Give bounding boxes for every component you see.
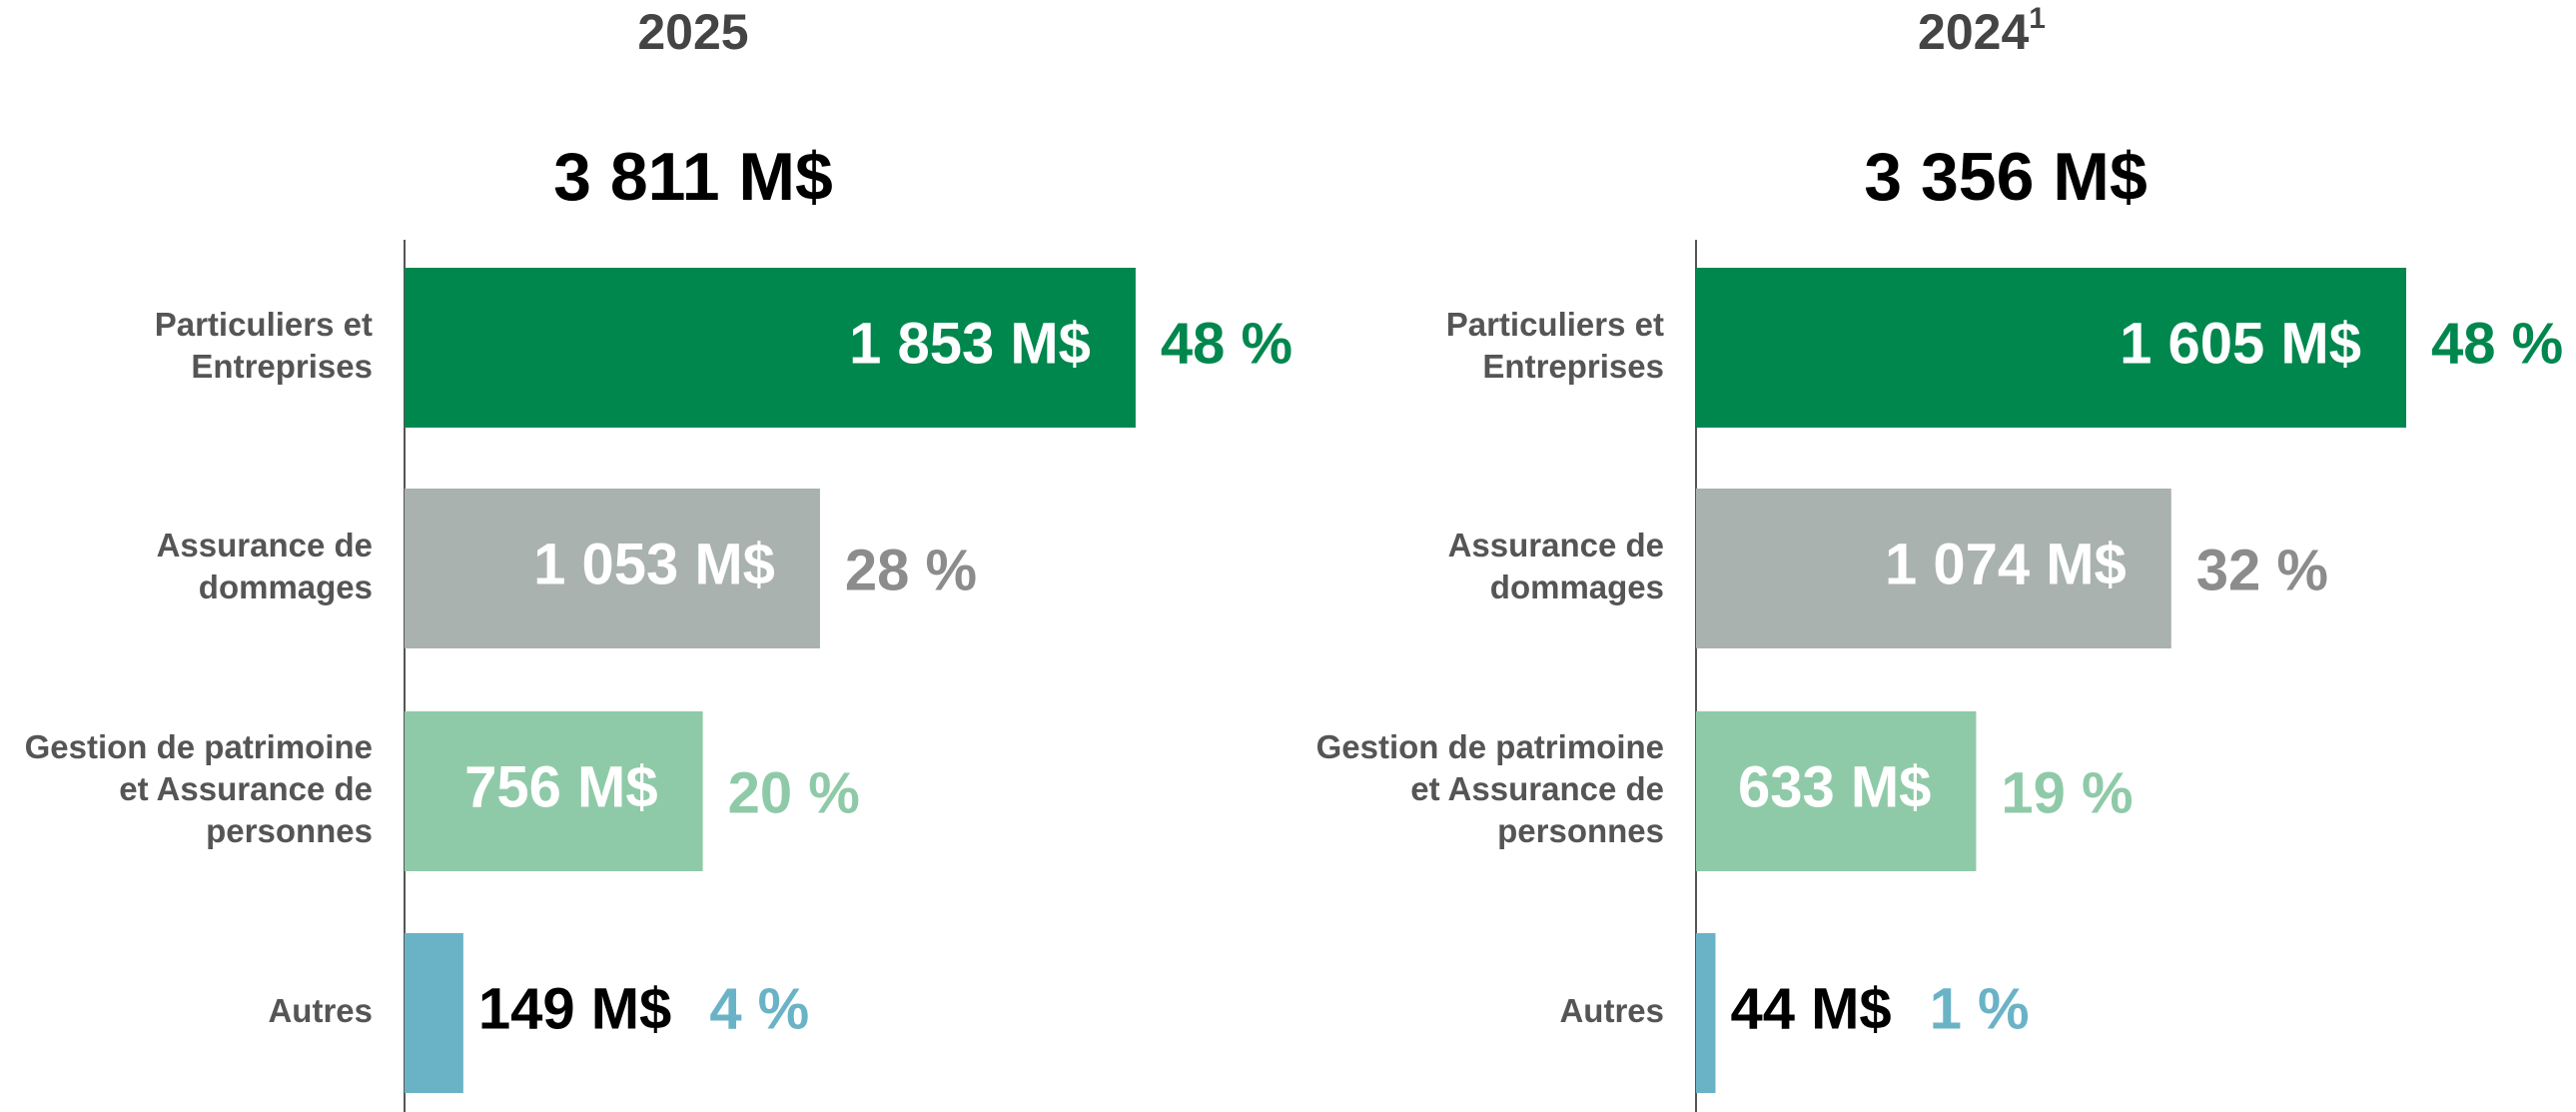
- chart-title: 20241: [1918, 2, 2046, 60]
- category-label: Gestion de patrimoine et Assurance de pers…: [25, 728, 373, 849]
- title-note: 1: [2029, 2, 2046, 35]
- title-text: 2024: [1918, 4, 2029, 60]
- bar: [1696, 933, 1716, 1093]
- chart-subtitle: 3 356 M$: [1864, 139, 2147, 215]
- chart-subtitle: 3 811 M$: [553, 139, 833, 215]
- value-label: 44 M$: [1730, 976, 1891, 1041]
- value-label: 756 M$: [464, 754, 657, 819]
- category-label: Gestion de patrimoine et Assurance de pers…: [1316, 728, 1664, 849]
- title-text: 2025: [637, 4, 748, 60]
- category-label: Particuliers et Entreprises: [155, 306, 373, 385]
- bar: [405, 711, 703, 871]
- value-label: 633 M$: [1738, 754, 1931, 819]
- share-label: 1 %: [1930, 976, 2030, 1041]
- category-label: Particuliers et Entreprises: [1446, 306, 1664, 385]
- value-label: 1 053 M$: [533, 532, 775, 596]
- category-label: Assurance de dommages: [157, 527, 373, 605]
- share-label: 48 %: [1161, 311, 1292, 376]
- share-label: 32 %: [2196, 538, 2328, 602]
- bar: [405, 933, 463, 1093]
- category-label: Autres: [268, 992, 373, 1029]
- value-label: 1 853 M$: [849, 311, 1091, 376]
- bar: [405, 268, 1136, 428]
- bar: [1696, 268, 2407, 428]
- share-label: 4 %: [709, 976, 809, 1041]
- share-label: 28 %: [845, 538, 977, 602]
- category-label: Assurance de dommages: [1448, 527, 1664, 605]
- chart-title: 2025: [637, 4, 748, 60]
- share-label: 48 %: [2431, 311, 2563, 376]
- share-label: 19 %: [2001, 760, 2133, 825]
- value-label: 149 M$: [478, 976, 671, 1041]
- value-label: 1 605 M$: [2120, 311, 2361, 376]
- share-label: 20 %: [728, 760, 860, 825]
- bar: [405, 489, 820, 648]
- bar: [1696, 711, 1977, 871]
- category-label: Autres: [1559, 992, 1664, 1029]
- value-label: 1 074 M$: [1885, 532, 2127, 596]
- bar: [1696, 489, 2171, 648]
